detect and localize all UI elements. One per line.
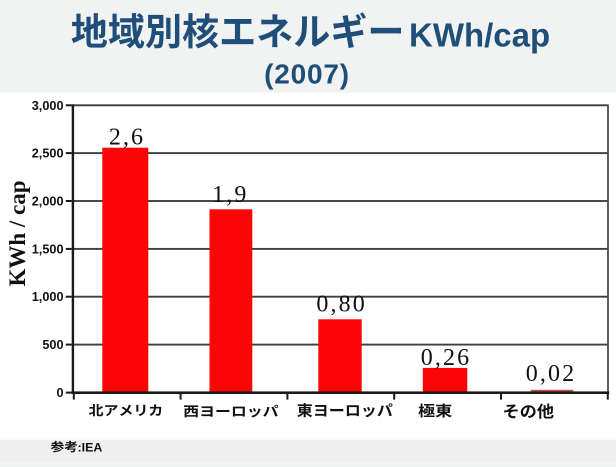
svg-text:2,500: 2,500 xyxy=(32,147,64,161)
svg-text:2,6: 2,6 xyxy=(109,125,145,151)
svg-text:3,000: 3,000 xyxy=(32,99,64,113)
svg-text:0: 0 xyxy=(56,386,63,400)
svg-text:1,500: 1,500 xyxy=(32,242,64,256)
svg-text:KWh / cap: KWh / cap xyxy=(5,180,30,286)
svg-text:1,000: 1,000 xyxy=(32,290,64,304)
svg-text:0,26: 0,26 xyxy=(421,345,471,371)
svg-text:2,000: 2,000 xyxy=(32,195,64,209)
svg-text:500: 500 xyxy=(42,338,63,352)
svg-text::IEA: :IEA xyxy=(78,441,103,455)
svg-text:0,02: 0,02 xyxy=(526,361,576,387)
svg-text:0,80: 0,80 xyxy=(316,291,366,317)
svg-text:KWh/cap: KWh/cap xyxy=(409,17,550,54)
svg-text:1,9: 1,9 xyxy=(212,182,248,208)
svg-text:(2007): (2007) xyxy=(264,58,350,89)
